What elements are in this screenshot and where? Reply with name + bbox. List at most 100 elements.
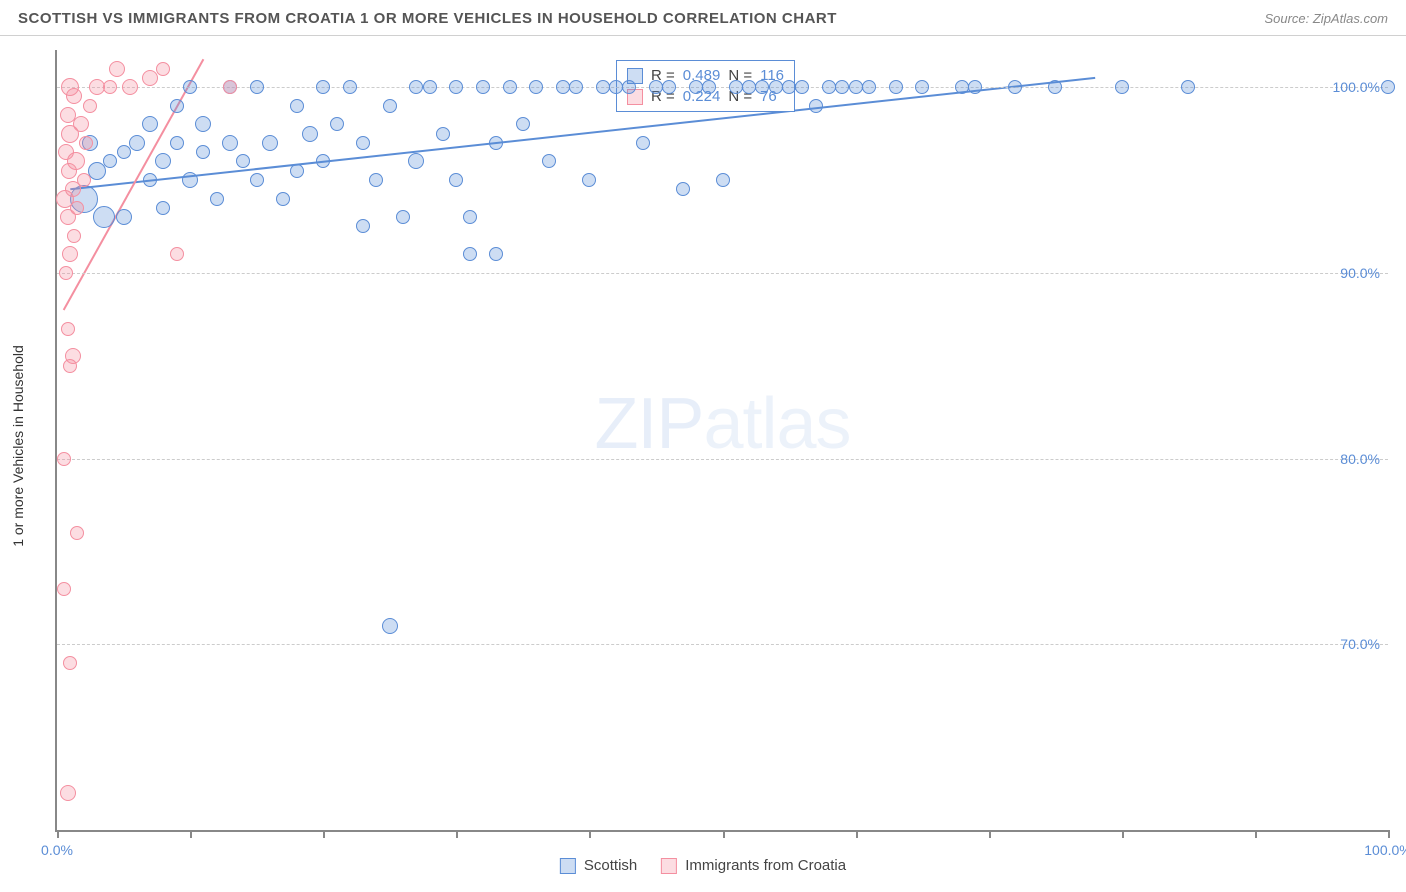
scatter-point xyxy=(183,80,197,94)
scatter-point xyxy=(503,80,517,94)
scatter-point xyxy=(636,136,650,150)
scatter-point xyxy=(316,154,330,168)
scatter-point xyxy=(782,80,796,94)
scatter-point xyxy=(596,80,610,94)
scatter-point xyxy=(396,210,410,224)
watermark: ZIPatlas xyxy=(594,383,850,465)
scatter-point xyxy=(83,99,97,113)
scatter-point xyxy=(622,80,636,94)
scatter-point xyxy=(62,246,78,262)
scatter-point xyxy=(70,526,84,540)
scatter-point xyxy=(835,80,849,94)
scatter-point xyxy=(849,80,863,94)
xtick xyxy=(323,830,325,838)
y-axis-label: 1 or more Vehicles in Household xyxy=(10,345,26,547)
gridline-h xyxy=(57,273,1388,274)
trend-line xyxy=(70,78,1095,189)
source-label: Source: ZipAtlas.com xyxy=(1264,11,1388,26)
scatter-point xyxy=(222,135,238,151)
scatter-point xyxy=(1181,80,1195,94)
scatter-point xyxy=(489,247,503,261)
scatter-point xyxy=(170,136,184,150)
watermark-bold: ZIP xyxy=(594,384,703,464)
scatter-point xyxy=(236,154,250,168)
scatter-point xyxy=(968,80,982,94)
chart-title: SCOTTISH VS IMMIGRANTS FROM CROATIA 1 OR… xyxy=(18,10,837,27)
scatter-point xyxy=(742,80,756,94)
scatter-point xyxy=(77,173,91,187)
xtick xyxy=(723,830,725,838)
series-legend: Scottish Immigrants from Croatia xyxy=(560,857,846,874)
scatter-point xyxy=(955,80,969,94)
scatter-point xyxy=(155,153,171,169)
gridline-h xyxy=(57,644,1388,645)
swatch-icon xyxy=(661,858,677,874)
scatter-point xyxy=(729,80,743,94)
scatter-point xyxy=(369,173,383,187)
scatter-point xyxy=(408,153,424,169)
scatter-point xyxy=(67,229,81,243)
xtick-label: 100.0% xyxy=(1364,842,1406,858)
scatter-point xyxy=(61,322,75,336)
chart-plot-area: ZIPatlas R =0.489N =116R =0.224N = 76 70… xyxy=(55,50,1388,832)
scatter-point xyxy=(57,452,71,466)
gridline-h xyxy=(57,459,1388,460)
scatter-point xyxy=(170,99,184,113)
scatter-point xyxy=(57,582,71,596)
scatter-point xyxy=(182,172,198,188)
scatter-point xyxy=(476,80,490,94)
scatter-point xyxy=(109,61,125,77)
scatter-point xyxy=(915,80,929,94)
scatter-point xyxy=(61,78,79,96)
legend-label: Immigrants from Croatia xyxy=(685,857,846,874)
scatter-point xyxy=(196,145,210,159)
ytick-label: 100.0% xyxy=(1333,79,1380,95)
scatter-point xyxy=(822,80,836,94)
scatter-point xyxy=(716,173,730,187)
xtick xyxy=(1388,830,1390,838)
scatter-point xyxy=(250,80,264,94)
scatter-point xyxy=(142,70,158,86)
scatter-point xyxy=(276,192,290,206)
scatter-point xyxy=(795,80,809,94)
scatter-point xyxy=(889,80,903,94)
scatter-point xyxy=(60,107,76,123)
xtick-label: 0.0% xyxy=(41,842,73,858)
xtick xyxy=(589,830,591,838)
stat-r-value: 0.489 xyxy=(683,67,721,84)
scatter-point xyxy=(58,144,74,160)
scatter-point xyxy=(143,173,157,187)
scatter-point xyxy=(73,116,89,132)
xtick xyxy=(1255,830,1257,838)
scatter-point xyxy=(1008,80,1022,94)
scatter-point xyxy=(449,80,463,94)
watermark-thin: atlas xyxy=(703,384,850,464)
scatter-point xyxy=(463,210,477,224)
legend-item: Scottish xyxy=(560,857,637,874)
scatter-point xyxy=(290,164,304,178)
scatter-point xyxy=(356,219,370,233)
scatter-point xyxy=(59,266,73,280)
scatter-point xyxy=(170,247,184,261)
scatter-point xyxy=(60,785,76,801)
scatter-point xyxy=(676,182,690,196)
scatter-point xyxy=(769,80,783,94)
scatter-point xyxy=(210,192,224,206)
scatter-point xyxy=(156,201,170,215)
scatter-point xyxy=(383,99,397,113)
scatter-point xyxy=(662,80,676,94)
scatter-point xyxy=(609,80,623,94)
scatter-point xyxy=(356,136,370,150)
scatter-point xyxy=(1381,80,1395,94)
scatter-point xyxy=(649,80,663,94)
scatter-point xyxy=(489,136,503,150)
xtick xyxy=(57,830,59,838)
scatter-point xyxy=(423,80,437,94)
scatter-point xyxy=(63,656,77,670)
scatter-point xyxy=(542,154,556,168)
scatter-point xyxy=(343,80,357,94)
scatter-point xyxy=(223,80,237,94)
scatter-point xyxy=(316,80,330,94)
scatter-point xyxy=(529,80,543,94)
scatter-point xyxy=(1048,80,1062,94)
